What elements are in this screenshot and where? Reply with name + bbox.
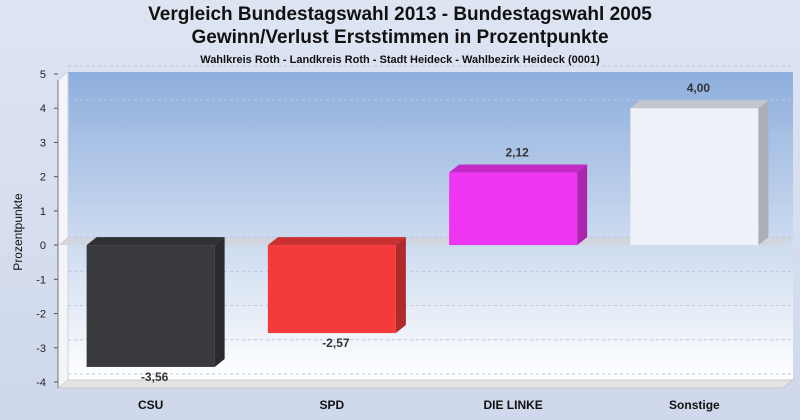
bar-side — [214, 237, 225, 367]
bar-side — [758, 100, 769, 246]
x-category-label: DIE LINKE — [483, 398, 542, 412]
bars — [86, 100, 769, 367]
bar-sonstige — [630, 100, 769, 246]
bar-spd — [267, 237, 406, 334]
y-tick-label: 3 — [40, 137, 46, 149]
bar-die-linke — [449, 164, 588, 246]
bar-top — [86, 237, 225, 246]
bar-value-label: 4,00 — [687, 81, 711, 95]
y-axis-label: Prozentpunkte — [11, 193, 25, 271]
y-tick-label: 5 — [40, 69, 46, 81]
zero-plane — [58, 237, 793, 246]
bar-value-label: 2,12 — [505, 146, 529, 160]
bar-csu — [86, 237, 225, 367]
chart-subtitle: Wahlkreis Roth - Landkreis Roth - Stadt … — [200, 54, 600, 66]
chart-title-line1: Vergleich Bundestagswahl 2013 - Bundesta… — [148, 4, 652, 25]
plot-side-wall — [57, 70, 69, 390]
bar-front — [449, 172, 578, 246]
bar-front — [267, 245, 396, 334]
y-axis: -4 -3 -2 -1 0 1 2 3 4 5 — [36, 69, 59, 389]
y-tick-label: -2 — [36, 309, 46, 321]
x-category-label: CSU — [138, 398, 163, 412]
y-tick-label: -4 — [36, 377, 46, 389]
bar-side — [395, 237, 406, 334]
y-tick-label: -3 — [36, 343, 46, 355]
bar-side — [577, 164, 588, 246]
y-tick-label: 2 — [40, 172, 46, 184]
y-tick-label: 4 — [40, 103, 46, 115]
bar-value-label: -3,56 — [141, 370, 169, 384]
y-tick-label: 0 — [40, 240, 46, 252]
bar-top — [630, 100, 769, 109]
bar-top — [449, 164, 588, 173]
y-tick-label: 1 — [40, 206, 46, 218]
labels: -3,56 CSU -2,57 SPD 2,12 DIE LINKE 4,00 Sonstig… — [138, 81, 720, 412]
chart-title-line2: Gewinn/Verlust Erststimmen in Prozentpun… — [191, 27, 609, 48]
y-tick-label: -1 — [36, 274, 46, 286]
bar-top — [267, 237, 406, 246]
bar-value-label: -2,57 — [322, 336, 350, 350]
x-category-label: SPD — [320, 398, 345, 412]
bar-front — [630, 108, 759, 246]
x-category-label: Sonstige — [669, 398, 720, 412]
bar-front — [86, 245, 215, 367]
